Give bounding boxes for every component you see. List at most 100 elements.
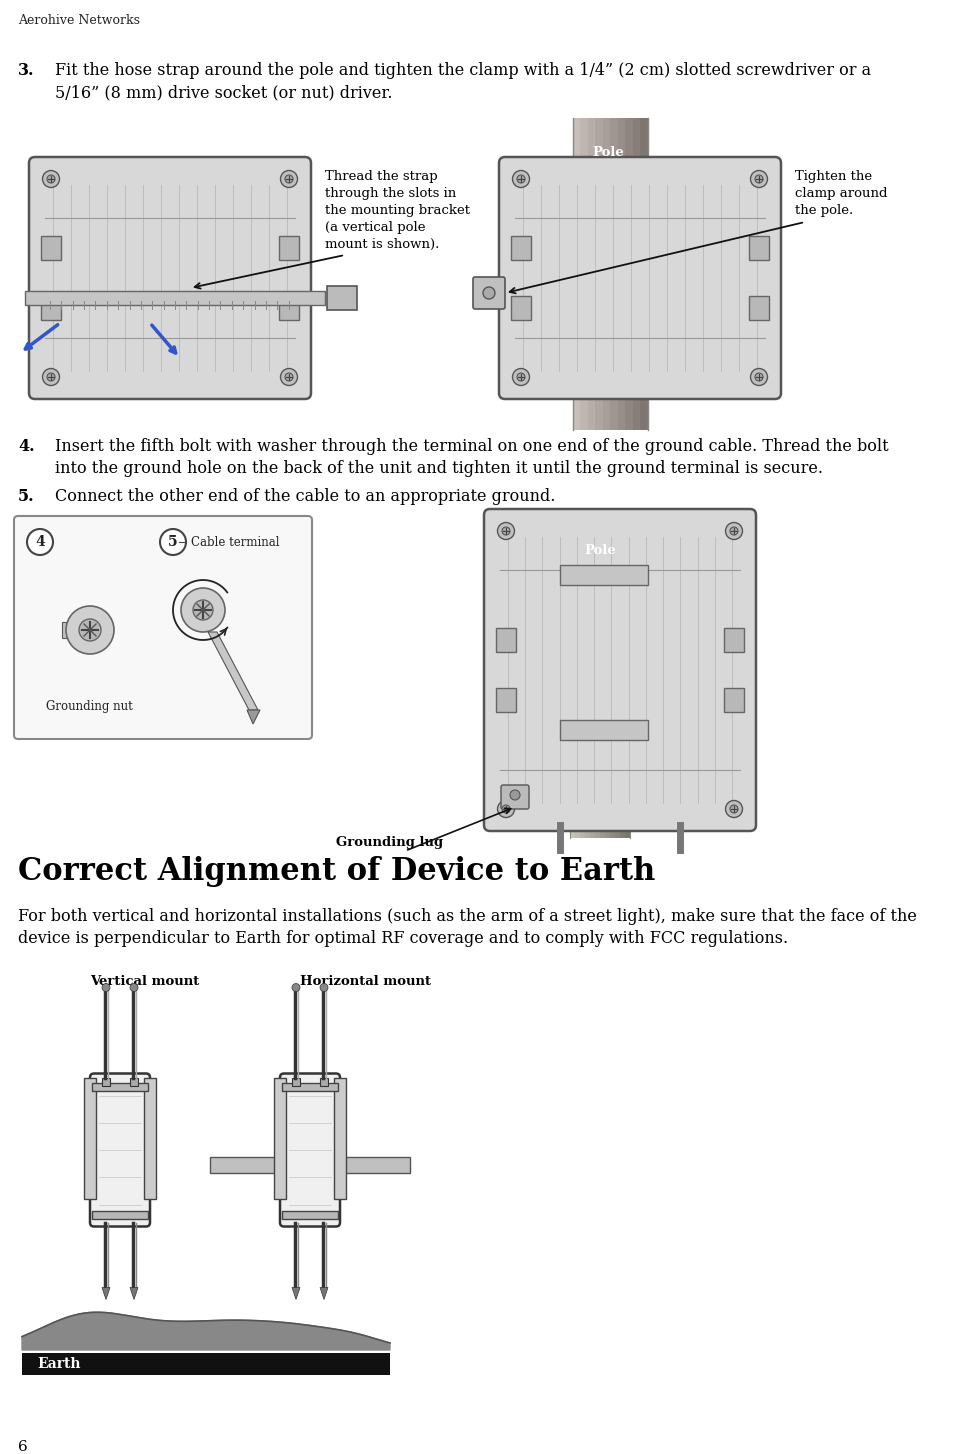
Bar [62, 622, 77, 638]
Circle shape [47, 174, 55, 183]
FancyBboxPatch shape [501, 785, 529, 808]
Circle shape [730, 526, 738, 535]
Bar [587, 118, 595, 430]
Bar [560, 566, 648, 585]
Bar [320, 1077, 328, 1086]
Bar [25, 291, 325, 305]
Bar [282, 1211, 338, 1218]
Bar [575, 521, 580, 838]
FancyBboxPatch shape [473, 278, 505, 310]
FancyBboxPatch shape [90, 1073, 150, 1227]
FancyBboxPatch shape [280, 1073, 340, 1227]
Text: into the ground hole on the back of the unit and tighten it until the ground ter: into the ground hole on the back of the … [55, 459, 823, 477]
Bar [603, 118, 610, 430]
Text: 4: 4 [35, 535, 44, 550]
Bar [600, 521, 605, 838]
Bar [130, 1077, 138, 1086]
Bar [625, 521, 630, 838]
Bar [92, 1211, 148, 1218]
Bar [327, 286, 357, 310]
Circle shape [130, 983, 138, 992]
Circle shape [517, 174, 525, 183]
Circle shape [27, 529, 53, 555]
Circle shape [502, 526, 510, 535]
Bar [279, 297, 299, 320]
Circle shape [483, 286, 495, 300]
Circle shape [502, 806, 510, 813]
Bar [84, 1077, 96, 1198]
Bar [640, 118, 647, 430]
Bar [573, 118, 580, 430]
Polygon shape [247, 710, 260, 724]
Circle shape [725, 522, 743, 539]
Bar [615, 521, 620, 838]
Polygon shape [320, 1287, 328, 1300]
Bar [585, 521, 590, 838]
Bar [617, 118, 625, 430]
Text: Grounding nut: Grounding nut [46, 699, 132, 712]
Circle shape [160, 529, 186, 555]
Bar [41, 236, 61, 260]
Bar [625, 118, 633, 430]
Circle shape [285, 374, 293, 381]
FancyBboxPatch shape [29, 157, 311, 398]
Bar [610, 118, 617, 430]
Polygon shape [130, 1287, 138, 1300]
Circle shape [43, 170, 60, 188]
Bar [595, 118, 603, 430]
Bar [749, 236, 769, 260]
Circle shape [755, 174, 763, 183]
Text: Vertical mount: Vertical mount [90, 976, 199, 989]
Bar [92, 1082, 148, 1090]
Bar [144, 1077, 156, 1198]
Text: Grounding lug: Grounding lug [336, 836, 443, 849]
Polygon shape [292, 1287, 300, 1300]
Text: Correct Alignment of Device to Earth: Correct Alignment of Device to Earth [18, 856, 655, 887]
Circle shape [66, 606, 114, 654]
Text: Earth: Earth [37, 1357, 80, 1371]
Bar [580, 521, 585, 838]
Circle shape [755, 374, 763, 381]
Bar [496, 688, 516, 712]
Bar [511, 297, 531, 320]
Bar [292, 1077, 300, 1086]
Bar [282, 1082, 338, 1090]
Bar [22, 1354, 390, 1375]
Circle shape [751, 368, 768, 385]
Bar [210, 1157, 410, 1173]
Circle shape [497, 801, 515, 817]
Circle shape [497, 522, 515, 539]
Bar [511, 236, 531, 260]
Bar [590, 521, 595, 838]
Polygon shape [208, 632, 258, 710]
Circle shape [181, 587, 225, 632]
Circle shape [280, 170, 298, 188]
Bar [570, 521, 575, 838]
Circle shape [751, 170, 768, 188]
Circle shape [320, 983, 328, 992]
Text: Thread the strap
through the slots in
the mounting bracket
(a vertical pole
moun: Thread the strap through the slots in th… [325, 170, 470, 252]
Bar [620, 521, 625, 838]
Text: 6: 6 [18, 1439, 28, 1454]
Bar [724, 628, 744, 651]
Circle shape [517, 374, 525, 381]
Bar [610, 521, 615, 838]
Circle shape [43, 368, 60, 385]
Text: Pole: Pole [584, 544, 616, 557]
Bar [595, 521, 600, 838]
FancyBboxPatch shape [14, 516, 312, 739]
Circle shape [280, 368, 298, 385]
Bar [605, 521, 610, 838]
FancyBboxPatch shape [499, 157, 781, 398]
Polygon shape [102, 1287, 110, 1300]
Bar [274, 1077, 286, 1198]
Text: device is perpendicular to Earth for optimal RF coverage and to comply with FCC : device is perpendicular to Earth for opt… [18, 931, 788, 947]
Bar [102, 1077, 110, 1086]
Bar [633, 118, 640, 430]
Bar [724, 688, 744, 712]
Bar [580, 118, 587, 430]
Circle shape [292, 983, 300, 992]
Bar [279, 236, 299, 260]
Circle shape [47, 374, 55, 381]
Text: 4.: 4. [18, 438, 35, 455]
